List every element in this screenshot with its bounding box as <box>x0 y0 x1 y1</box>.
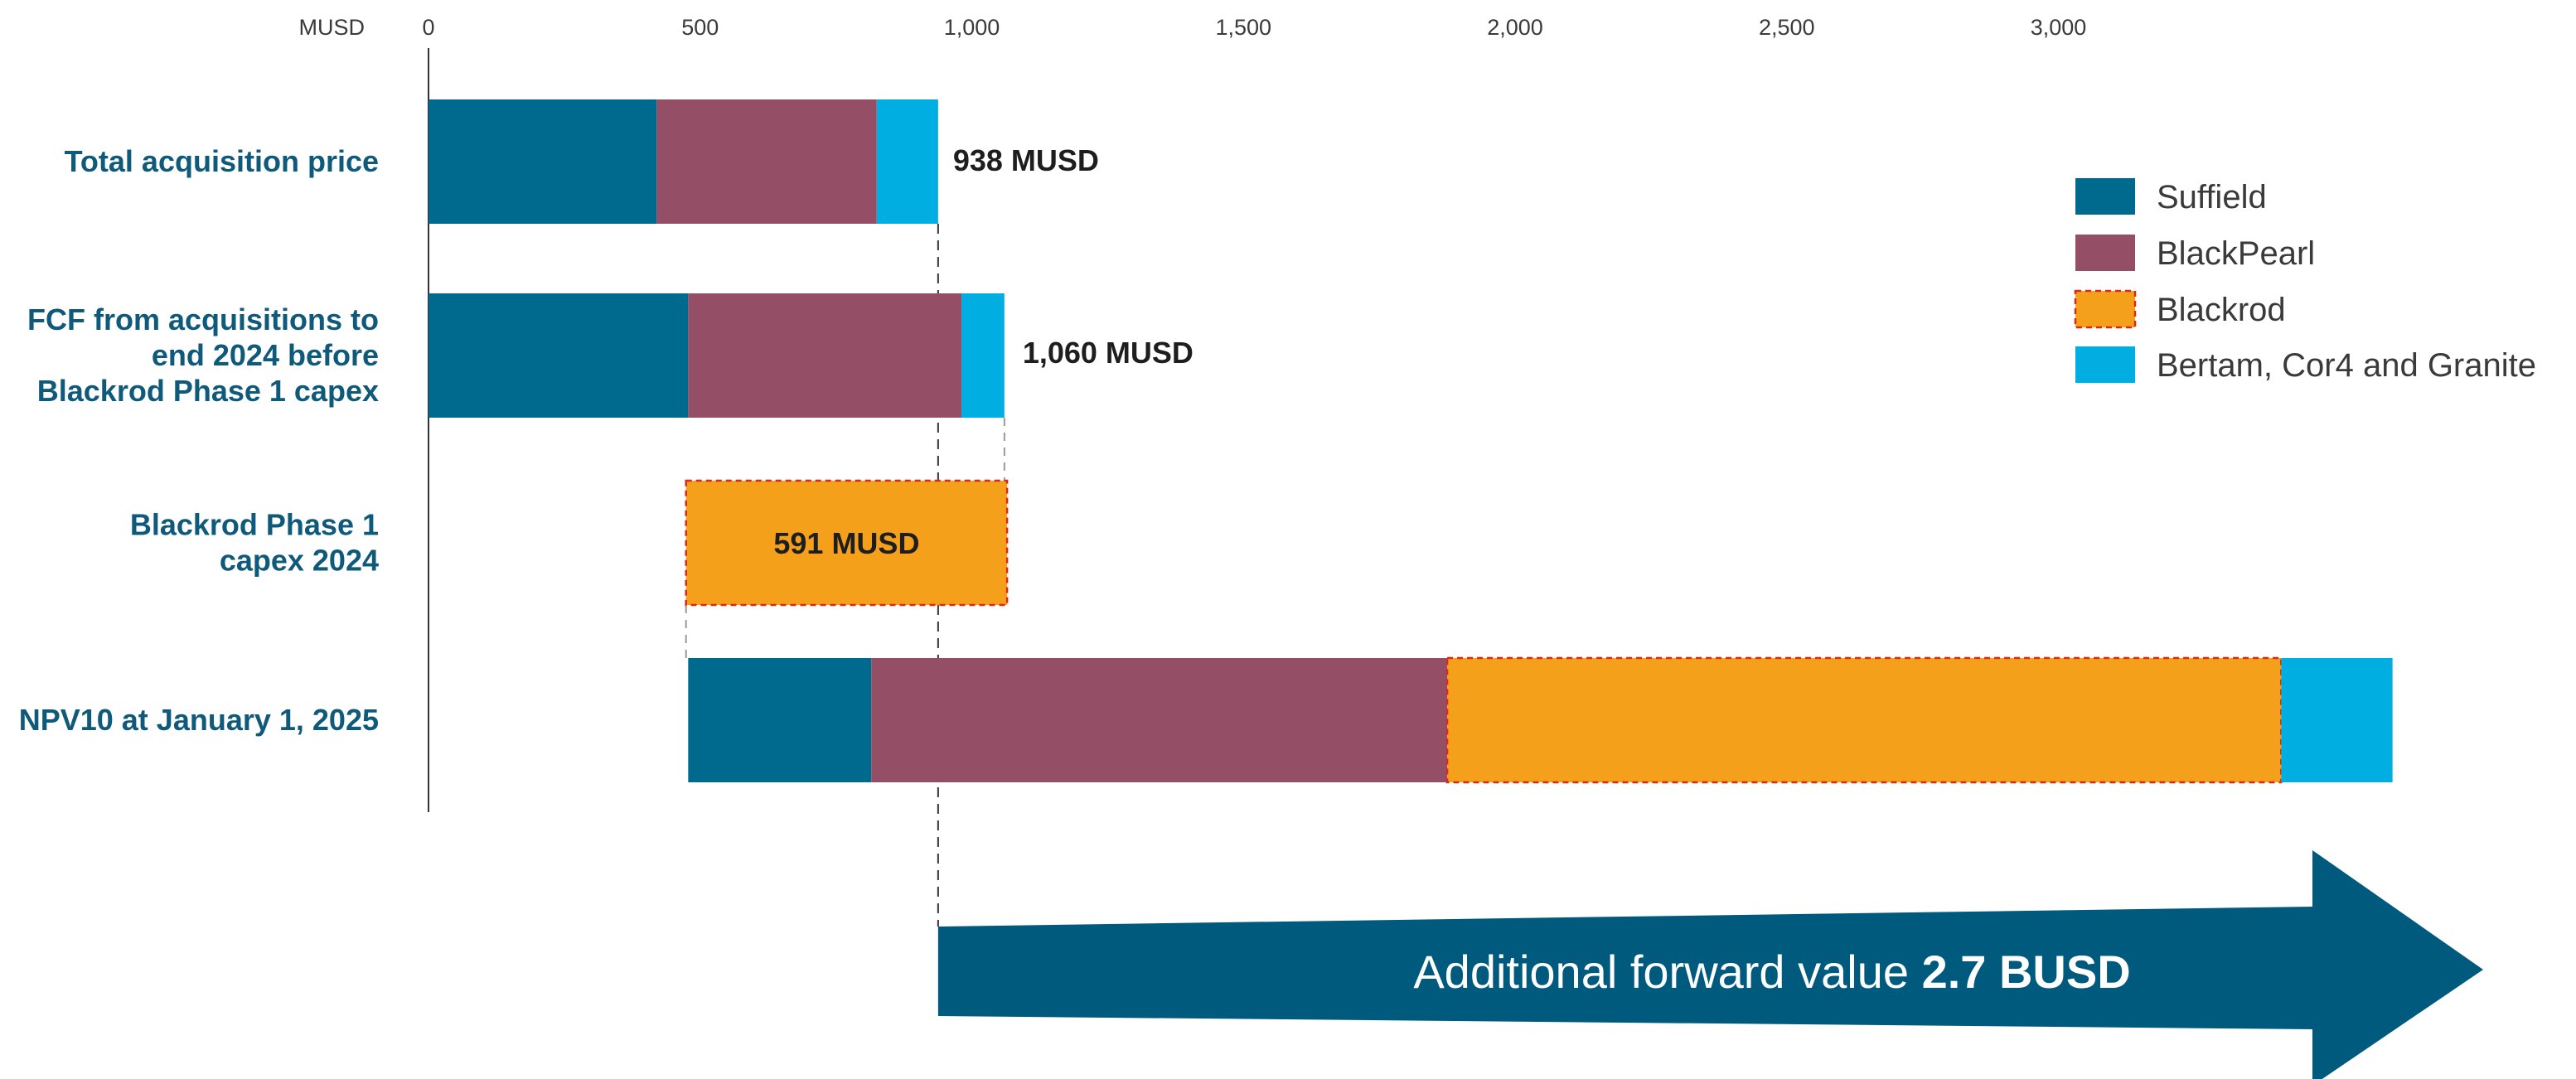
legend-label: Bertam, Cor4 and Granite <box>2157 347 2536 384</box>
category-label: NPV10 at January 1, 2025 <box>19 703 379 737</box>
bar-blackpearl <box>688 293 962 418</box>
bar-bertam-cor4-and-granite <box>961 293 1005 418</box>
legend-swatch <box>2075 235 2135 271</box>
legend-swatch <box>2075 346 2135 383</box>
legend-label: Blackrod <box>2157 292 2286 328</box>
bar-blackrod <box>1445 656 2283 784</box>
data-label: 1,060 MUSD <box>1023 336 1194 370</box>
bar-bertam-cor4-and-granite <box>876 99 938 224</box>
bar-blackpearl <box>656 99 877 224</box>
legend-label: BlackPearl <box>2157 235 2315 272</box>
x-tick-label: 3,000 <box>2031 15 2087 40</box>
x-tick-label: 0 <box>422 15 434 40</box>
bar-suffield <box>688 658 872 782</box>
category-label: Blackrod Phase 1 capex 2024 <box>130 508 379 578</box>
x-axis-unit-label: MUSD <box>299 15 366 40</box>
legend-swatch <box>2074 289 2137 329</box>
category-label: FCF from acquisitions to end 2024 before B… <box>27 302 379 408</box>
forward-value-arrow <box>937 850 2483 1079</box>
x-tick-label: 1,000 <box>944 15 1000 40</box>
bar-blackrod <box>685 479 1009 607</box>
legend-label: Suffield <box>2157 179 2267 215</box>
x-tick-label: 2,000 <box>1487 15 1543 40</box>
data-label: 938 MUSD <box>953 143 1099 177</box>
bar-suffield <box>429 99 657 224</box>
x-tick-label: 500 <box>681 15 719 40</box>
x-tick-label: 2,500 <box>1759 15 1815 40</box>
category-label: Total acquisition price <box>65 144 379 178</box>
legend-swatch <box>2075 178 2135 215</box>
bar-bertam-cor4-and-granite <box>2281 658 2393 782</box>
bar-suffield <box>429 293 689 418</box>
bar-blackpearl <box>871 658 1448 782</box>
x-tick-label: 1,500 <box>1215 15 1271 40</box>
data-label: 591 MUSD <box>773 526 919 560</box>
arrow-label: Additional forward value 2.7 BUSD <box>1413 946 2130 998</box>
